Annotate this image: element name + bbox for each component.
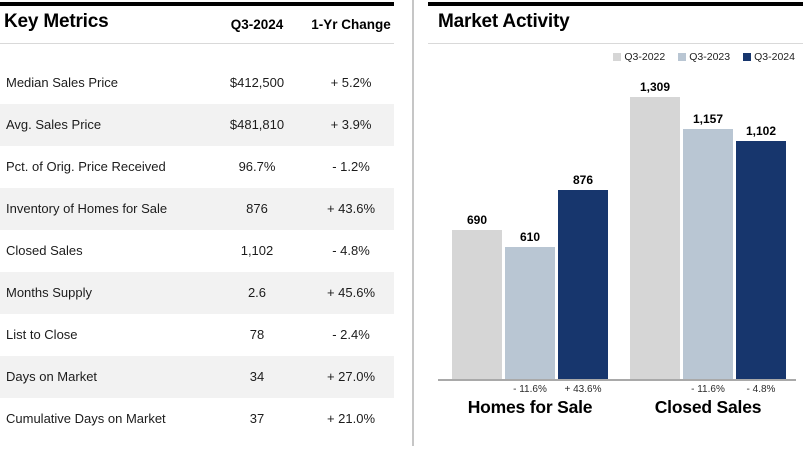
bar-value-label: 1,157 xyxy=(692,112,724,126)
row-label: Cumulative Days on Market xyxy=(6,411,166,426)
row-label: Closed Sales xyxy=(6,243,83,258)
row-value: 37 xyxy=(249,411,265,426)
legend-label: Q3-2022 xyxy=(624,51,666,63)
bar-change-label: - 11.6% xyxy=(691,384,725,395)
legend-item-q3-2024: Q3-2024 xyxy=(743,51,795,63)
row-label: Pct. of Orig. Price Received xyxy=(6,159,166,174)
top-rule-right xyxy=(428,2,803,6)
bar-value-label: 1,102 xyxy=(745,124,777,138)
column-header-period: Q3-2024 xyxy=(230,17,284,32)
category-label-closed-sales: Closed Sales xyxy=(654,397,762,417)
bar-q3-2022-homes-for-sale xyxy=(452,230,502,379)
category-label-homes-for-sale: Homes for Sale xyxy=(467,397,593,417)
table-row: List to Close 78 - 2.4% xyxy=(0,314,394,356)
key-metrics-table: Median Sales Price $412,500 + 5.2% Avg. Sal… xyxy=(0,62,394,440)
row-label: Days on Market xyxy=(6,369,98,384)
row-value: 1,102 xyxy=(240,243,274,258)
header-underline-right xyxy=(428,43,803,44)
bar-value-label: 1,309 xyxy=(639,80,671,94)
bar-q3-2023-homes-for-sale xyxy=(505,247,555,379)
row-label: List to Close xyxy=(6,327,78,342)
top-rule-left xyxy=(0,2,394,6)
legend-swatch-icon xyxy=(678,53,687,61)
row-change: + 43.6% xyxy=(326,201,376,216)
bar-q3-2024-homes-for-sale xyxy=(558,190,608,379)
bar-change-label: - 4.8% xyxy=(746,384,776,395)
table-row: Pct. of Orig. Price Received 96.7% - 1.2% xyxy=(0,146,394,188)
bar-q3-2022-closed-sales xyxy=(630,97,680,379)
table-row: Days on Market 34 + 27.0% xyxy=(0,356,394,398)
table-row: Closed Sales 1,102 - 4.8% xyxy=(0,230,394,272)
bar-value-label: 690 xyxy=(466,213,488,227)
market-activity-title: Market Activity xyxy=(438,11,570,32)
legend-label: Q3-2024 xyxy=(754,51,795,63)
bar-value-label: 610 xyxy=(519,230,541,244)
row-change: + 5.2% xyxy=(330,75,372,90)
row-label: Avg. Sales Price xyxy=(6,117,102,132)
chart-legend: Q3-2022 Q3-2023 Q3-2024 xyxy=(428,50,795,64)
legend-swatch-icon xyxy=(743,53,752,61)
table-row: Avg. Sales Price $481,810 + 3.9% xyxy=(0,104,394,146)
row-label: Inventory of Homes for Sale xyxy=(6,201,168,216)
table-row: Inventory of Homes for Sale 876 + 43.6% xyxy=(0,188,394,230)
legend-item-q3-2023: Q3-2023 xyxy=(678,51,730,63)
row-label: Months Supply xyxy=(6,285,92,300)
row-change: + 27.0% xyxy=(326,369,376,384)
row-change: - 4.8% xyxy=(332,243,370,258)
x-axis-baseline xyxy=(438,379,796,381)
table-row: Median Sales Price $412,500 + 5.2% xyxy=(0,62,394,104)
key-metrics-title: Key Metrics xyxy=(4,11,109,32)
bar-change-label: - 11.6% xyxy=(513,384,547,395)
row-label: Median Sales Price xyxy=(6,75,118,90)
row-change: + 3.9% xyxy=(330,117,372,132)
row-change: + 21.0% xyxy=(326,411,376,426)
row-change: + 45.6% xyxy=(326,285,376,300)
row-change: - 2.4% xyxy=(332,327,370,342)
row-value: 876 xyxy=(246,201,268,216)
row-value: 96.7% xyxy=(238,159,276,174)
panel-divider xyxy=(412,0,414,446)
legend-swatch-icon xyxy=(613,53,622,61)
row-value: 78 xyxy=(249,327,265,342)
row-value: 2.6 xyxy=(247,285,267,300)
header-underline-left xyxy=(0,43,394,44)
legend-label: Q3-2023 xyxy=(689,51,731,63)
row-value: $481,810 xyxy=(229,117,285,132)
bar-q3-2024-closed-sales xyxy=(736,141,786,379)
legend-item-q3-2022: Q3-2022 xyxy=(613,51,665,63)
row-value: 34 xyxy=(249,369,265,384)
table-row: Months Supply 2.6 + 45.6% xyxy=(0,272,394,314)
bar-value-label: 876 xyxy=(572,173,594,187)
column-header-change: 1-Yr Change xyxy=(311,17,391,32)
row-change: - 1.2% xyxy=(332,159,370,174)
bar-q3-2023-closed-sales xyxy=(683,129,733,379)
row-value: $412,500 xyxy=(229,75,285,90)
table-row: Cumulative Days on Market 37 + 21.0% xyxy=(0,398,394,440)
bar-change-label: + 43.6% xyxy=(564,384,602,395)
